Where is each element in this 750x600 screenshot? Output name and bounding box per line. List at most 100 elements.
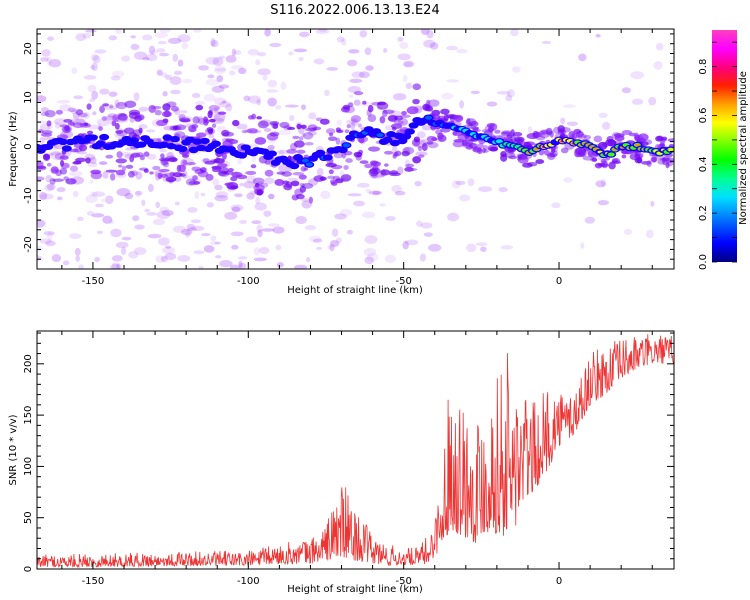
spectrogram-cell — [403, 61, 414, 68]
spectrogram-cell — [385, 216, 396, 221]
spectrogram-cell — [262, 75, 268, 81]
spectrogram-cell — [130, 43, 140, 51]
colorbar-label: Normalized spectral amplitude — [738, 71, 749, 225]
spectrogram-cell — [319, 176, 327, 181]
spectrogram-cell — [481, 147, 486, 154]
spectrogram-cell — [416, 131, 426, 139]
spectrogram-cell — [72, 161, 82, 165]
spectrogram-ridge-cell — [425, 115, 433, 120]
spectrogram-ridge-cell — [376, 133, 384, 138]
spectrogram-cell — [143, 151, 150, 157]
spectrogram-cell — [296, 123, 302, 130]
spectrogram-cell — [300, 124, 307, 129]
spectrogram-cell — [402, 74, 408, 83]
spectrogram-cell — [268, 223, 280, 227]
spectrogram-cell — [85, 157, 91, 164]
spectrogram-cell — [308, 112, 317, 120]
spectrogram-cell — [441, 92, 454, 100]
spectrogram-cell — [39, 238, 52, 244]
spectrogram-cell — [298, 174, 307, 180]
spectrogram-frame — [36, 28, 675, 270]
spectrogram-cell — [602, 121, 611, 130]
spectrogram-cell — [83, 75, 97, 80]
spectrogram-cell — [118, 164, 123, 168]
spectrogram-cell — [143, 168, 149, 173]
spectrogram-cell — [467, 122, 473, 129]
spectrogram-cell — [372, 190, 381, 196]
spectrogram-cell — [217, 163, 228, 168]
spectrogram-cell — [541, 131, 546, 136]
spectrogram-cell — [205, 56, 220, 65]
spectrogram-cell — [631, 98, 644, 105]
y-tick-label: 200 — [23, 354, 34, 373]
spectrogram-cell — [382, 109, 388, 118]
spectrogram-cell — [621, 150, 634, 155]
spectrogram-cell — [209, 241, 219, 246]
spectrogram-cell — [364, 256, 375, 265]
spectrogram-cell — [431, 109, 441, 116]
spectrogram-cell — [320, 190, 331, 200]
spectrogram-cell — [405, 163, 415, 168]
spectrogram-cell — [165, 245, 172, 249]
spectrogram-cell — [364, 235, 378, 244]
spectrogram-cell — [200, 192, 206, 197]
spectrogram-cell — [46, 231, 53, 241]
spectrogram-cell — [306, 257, 311, 263]
spectrogram-cell — [238, 260, 243, 268]
spectrogram-cell — [346, 119, 357, 125]
spectrogram-cell — [121, 236, 132, 241]
spectrogram-cell — [512, 131, 523, 137]
spectrogram-cell — [71, 67, 78, 75]
spectrogram-cell — [650, 200, 655, 207]
spectrogram-ridge-cell — [404, 128, 415, 135]
spectrogram-cell — [116, 129, 128, 137]
spectrogram-cell — [208, 104, 221, 111]
spectrogram-cell — [37, 176, 45, 181]
spectrogram-cell — [362, 100, 367, 105]
spectrogram-cell — [423, 232, 433, 237]
spectrogram-cell — [292, 135, 300, 140]
spectrogram-cell — [54, 152, 65, 160]
spectrogram-cell — [623, 228, 633, 235]
spectrogram-cell — [426, 135, 437, 142]
spectrogram-cell — [234, 193, 243, 198]
spectrogram-ridge-cell — [607, 152, 615, 157]
x-tick-label: -50 — [395, 276, 411, 287]
spectrogram-cell — [316, 168, 324, 176]
spectrogram-cell — [358, 71, 370, 79]
spectrogram-cell — [107, 113, 117, 118]
spectrogram-cell — [96, 230, 103, 235]
spectrogram-cell — [457, 133, 469, 141]
spectrogram-cell — [325, 162, 337, 168]
spectrogram-cell — [39, 136, 45, 144]
spectrogram-cell — [160, 255, 168, 263]
spectrogram-cell — [73, 143, 85, 149]
spectrogram-cell — [413, 136, 421, 143]
spectrogram-cell — [255, 197, 261, 205]
spectrogram-cell — [401, 110, 407, 116]
spectrogram-cell — [268, 193, 275, 200]
spectrogram-cell — [230, 176, 238, 182]
spectrogram-cell — [465, 142, 476, 147]
spectrogram-ridge-cell — [167, 144, 175, 149]
spectrogram-cell — [379, 203, 386, 207]
spectrogram-cell — [227, 168, 234, 172]
spectrogram-cell — [96, 118, 110, 127]
spectrogram-cell — [46, 120, 52, 127]
spectrogram-cell — [522, 162, 533, 168]
spectrogram-cell — [121, 165, 127, 172]
spectrogram-ridge-cell — [87, 134, 98, 141]
spectrogram-cell — [47, 36, 55, 41]
spectrogram-cell — [157, 137, 162, 142]
spectrogram-cell — [77, 112, 88, 118]
spectrogram-cell — [336, 129, 344, 133]
spectrogram-cell — [128, 251, 139, 259]
spectrogram-ridge-cell — [99, 133, 110, 141]
spectrogram-cell — [324, 89, 330, 97]
spectrogram-cell — [267, 97, 277, 107]
spectrogram-cell — [177, 34, 191, 43]
spectrogram-cell — [40, 132, 53, 137]
y-tick-label: 10 — [23, 91, 34, 104]
spectrogram-cell — [274, 178, 285, 186]
